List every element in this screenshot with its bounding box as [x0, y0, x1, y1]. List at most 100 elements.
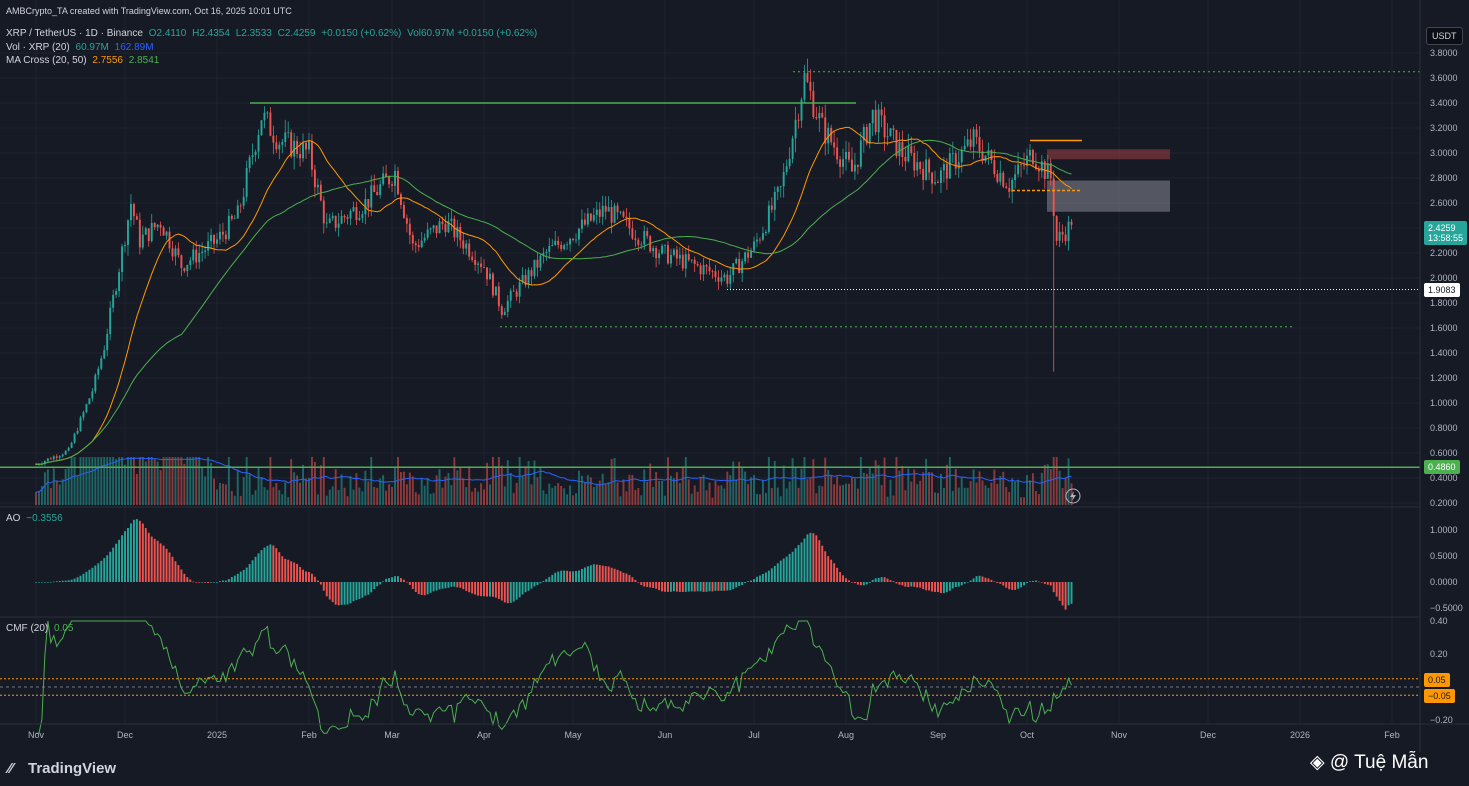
ao-bar: [658, 582, 661, 591]
volume-bar: [524, 466, 527, 505]
volume-bar: [551, 487, 554, 505]
ao-bar: [756, 576, 758, 582]
volume-bar: [477, 491, 480, 505]
volume-bar: [165, 457, 168, 505]
chart-canvas[interactable]: 3.8000 3.6000 3.4000 3.2000 3.0000 2.8000 2.60…: [0, 0, 1469, 752]
ao-bar: [877, 577, 880, 582]
ao-bar: [853, 582, 856, 584]
volume-bar: [340, 474, 343, 505]
ma-legend[interactable]: MA Cross (20, 50) 2.7556 2.8541: [6, 55, 162, 66]
candle-body: [984, 155, 987, 162]
candle-body: [399, 194, 402, 206]
candle-body: [260, 120, 263, 135]
volume-bar: [667, 457, 669, 505]
ao-bar: [791, 551, 794, 582]
candle-body: [957, 162, 960, 169]
flash-icon[interactable]: [1065, 488, 1081, 504]
ao-bar: [213, 582, 215, 583]
cmf-legend[interactable]: CMF (20) 0.05: [6, 623, 76, 634]
candle-body: [764, 231, 767, 234]
volume-bar: [637, 488, 640, 505]
volume-bar: [459, 466, 462, 505]
volume-bar: [548, 483, 551, 505]
candle-body: [1031, 150, 1034, 165]
volume-bar: [773, 461, 776, 505]
ao-bar: [889, 580, 892, 582]
ao-bar: [758, 575, 761, 582]
moving-averages: [36, 126, 1072, 465]
volume-bar: [836, 476, 839, 505]
volume-bar: [643, 469, 646, 505]
volume-bar: [73, 457, 76, 505]
ao-bar: [438, 582, 441, 590]
ao-bar: [856, 582, 859, 585]
ao-bar: [942, 582, 945, 594]
ao-bar: [171, 556, 174, 582]
ao-bar: [726, 582, 729, 591]
candle-body: [299, 153, 302, 159]
ao-bar: [652, 582, 655, 588]
volume-legend[interactable]: Vol · XRP (20) 60.97M 162.89M: [6, 42, 157, 53]
ao-bar: [459, 582, 462, 588]
candle-body: [159, 224, 162, 228]
volume-bar: [874, 460, 877, 505]
volume-bar: [1049, 469, 1052, 505]
ao-bar: [97, 563, 100, 582]
volume-bar: [833, 484, 836, 505]
volume-bar: [236, 469, 239, 505]
grid-lines: [0, 0, 1420, 724]
ao-bar: [468, 582, 471, 593]
ao-bar: [141, 523, 144, 582]
ao-bar: [972, 578, 975, 582]
volume-bar: [827, 469, 830, 505]
ao-bar: [491, 582, 494, 597]
candle-body: [1029, 150, 1031, 156]
ao-legend[interactable]: AO −0.3556: [6, 513, 66, 524]
ao-bar: [649, 582, 652, 588]
candle-body: [248, 157, 251, 169]
ao-bar: [94, 565, 97, 582]
ao-bar: [263, 547, 266, 582]
ao-bar: [364, 582, 367, 596]
candle-body: [536, 259, 539, 268]
ao-bar: [494, 582, 497, 598]
candle-body: [343, 215, 346, 218]
volume-bar: [800, 468, 803, 505]
ao-bar: [664, 582, 666, 592]
candle-body: [1014, 174, 1017, 180]
ao-bar: [245, 567, 248, 582]
ao-bar: [957, 582, 960, 587]
volume-bar: [242, 477, 245, 505]
candle-body: [293, 140, 296, 157]
candle-body: [518, 282, 521, 297]
volume-bar: [625, 491, 628, 505]
volume-bar: [984, 485, 987, 505]
volume-bar: [135, 473, 138, 505]
ao-bar: [40, 582, 43, 583]
ma20-value: 2.7556: [92, 55, 123, 66]
candle-body: [566, 244, 569, 246]
ao-bar: [426, 582, 429, 595]
ao-bar: [637, 582, 640, 583]
volume-bar: [414, 492, 417, 505]
candle-body: [919, 162, 922, 169]
ao-bar: [251, 560, 254, 582]
cmf-series-line: [36, 620, 1072, 734]
candle-body: [951, 153, 954, 155]
volume-bar: [180, 457, 183, 505]
ohlc-low: L2.3533: [235, 28, 272, 39]
volume-bar: [423, 485, 426, 505]
volume-bar: [652, 487, 655, 505]
symbol-legend[interactable]: XRP / TetherUS · 1D · Binance O2.4110 H2…: [6, 28, 540, 39]
candle-body: [711, 271, 714, 272]
volume-bar: [845, 483, 847, 505]
candle-body: [539, 255, 542, 268]
volume-bar: [40, 485, 43, 505]
volume-bar: [580, 475, 583, 505]
volume-bar: [1055, 457, 1058, 505]
ao-bar: [38, 582, 40, 583]
currency-button[interactable]: USDT: [1426, 27, 1463, 45]
volume-bar: [687, 479, 690, 505]
cmf-tick-label: −0.20: [1430, 715, 1453, 725]
candle-body: [601, 205, 604, 217]
